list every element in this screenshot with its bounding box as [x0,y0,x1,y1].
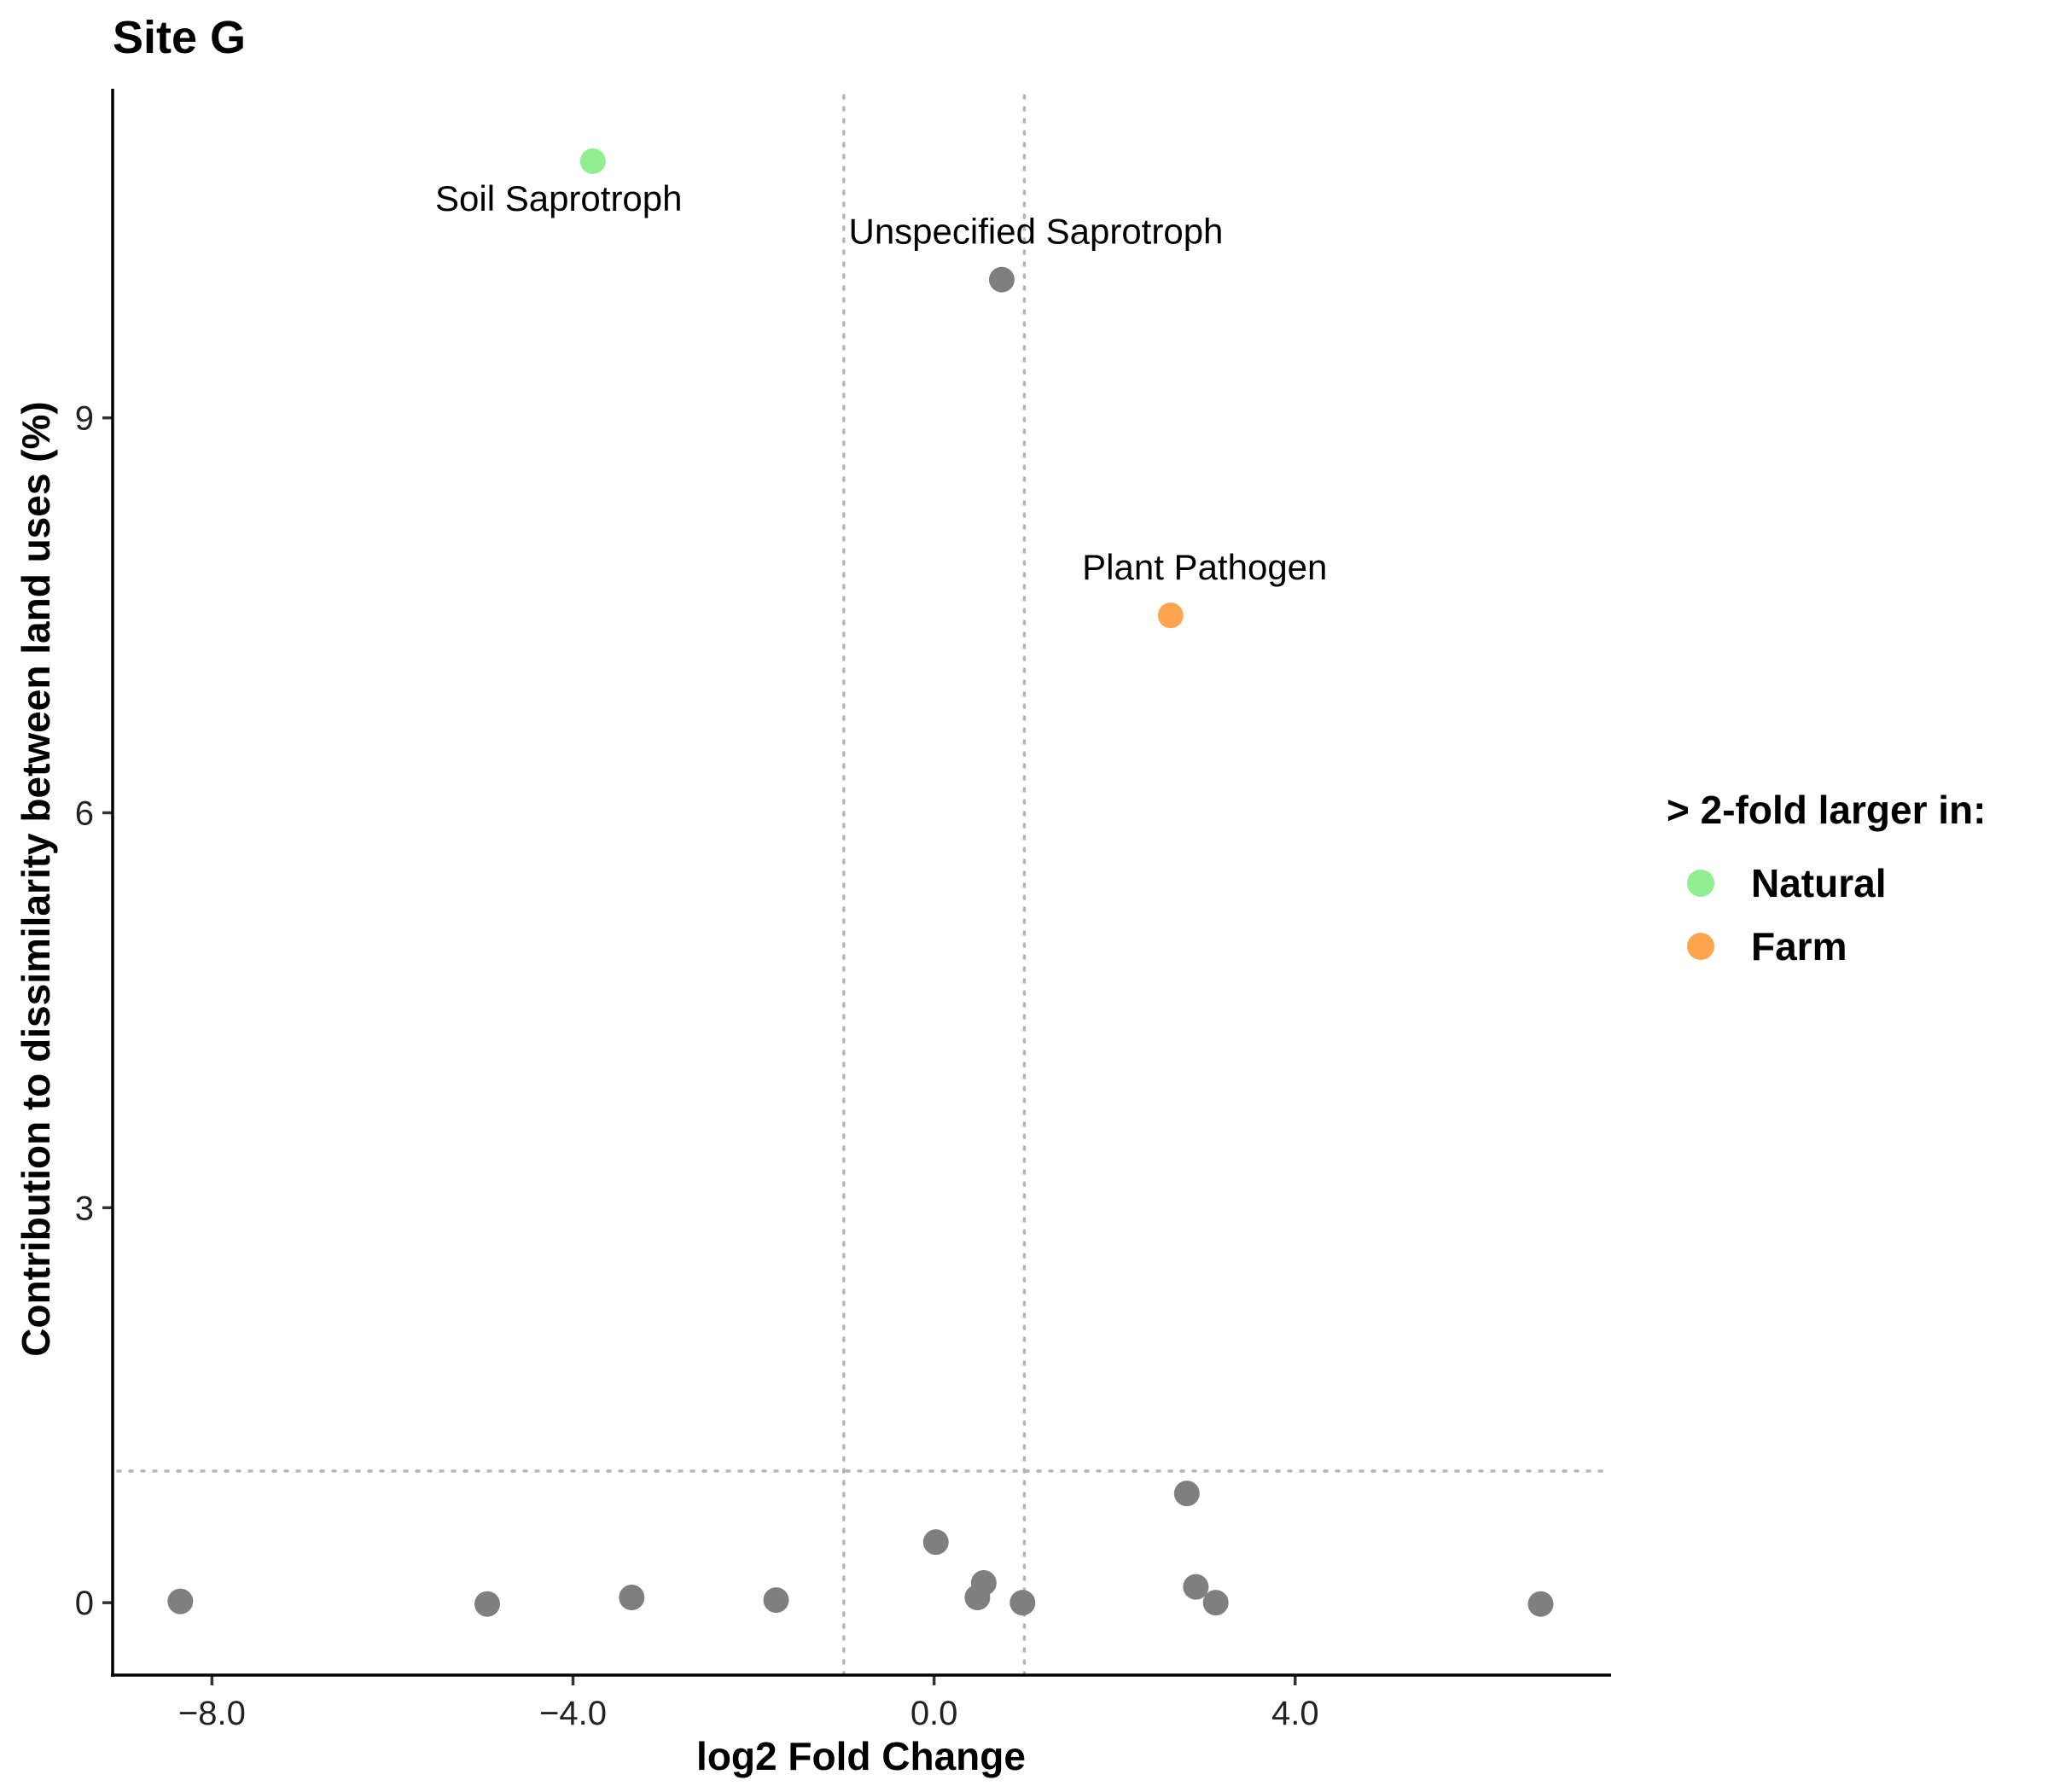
legend-swatch [1687,870,1714,897]
chart-title: Site G [113,12,246,63]
data-point [1009,1590,1036,1616]
data-point [1527,1591,1554,1617]
data-point [988,266,1015,293]
point-label: Plant Pathogen [1082,547,1327,587]
legend-label: Natural [1751,861,1886,905]
data-point [1202,1590,1229,1616]
legend-entries: Natural Farm [1687,861,1886,969]
data-point [1183,1574,1209,1600]
data-point [619,1584,645,1610]
data-point [1157,602,1184,629]
y-tick-label: 0 [75,1585,94,1622]
data-point [922,1529,949,1556]
reference-lines [116,94,1613,1675]
data-point [579,148,606,174]
point-labels: Soil Saprotroph Unspecified Saprotroph Pla… [435,178,1327,587]
x-tick-label: −4.0 [539,1695,607,1732]
y-tick-label: 3 [75,1190,94,1227]
y-axis-title: Contribution to dissimilarity between la… [14,401,58,1356]
x-axis-title: log2 Fold Change [696,1734,1026,1778]
legend-swatch [1687,933,1714,960]
x-tick-label: 0.0 [911,1695,958,1732]
legend-title: > 2-fold larger in: [1667,788,1986,832]
axis-ticks: −8.0 −4.0 0.0 4.0 0 3 6 9 [75,400,1319,1732]
data-point [763,1587,789,1614]
legend-label: Farm [1751,924,1847,969]
x-tick-label: 4.0 [1271,1695,1319,1732]
point-label: Unspecified Saprotroph [848,212,1223,252]
data-points [167,148,1554,1617]
y-tick-label: 9 [75,400,94,438]
y-tick-label: 6 [75,795,94,833]
data-point [1173,1481,1200,1507]
point-label: Soil Saprotroph [435,178,683,218]
data-point [167,1588,194,1615]
data-point [474,1591,500,1617]
legend: > 2-fold larger in: Natural Farm [1667,788,1986,969]
data-point [964,1584,991,1610]
x-tick-label: −8.0 [178,1695,246,1732]
